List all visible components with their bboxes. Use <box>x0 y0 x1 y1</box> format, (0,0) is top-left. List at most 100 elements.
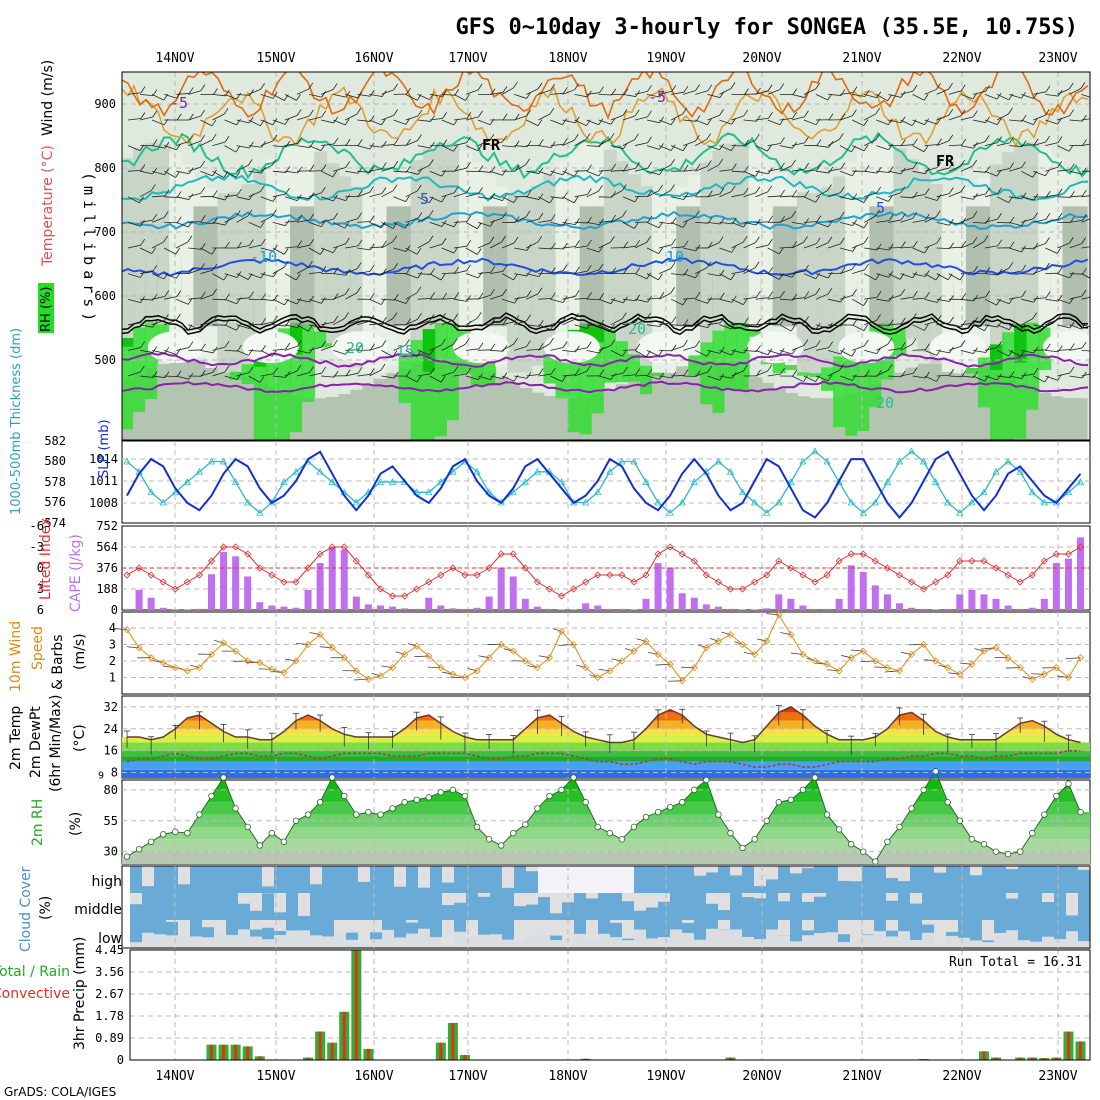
wind-barb-flag <box>997 341 1002 348</box>
wind-barb <box>791 322 805 326</box>
wind-barb-flag <box>212 288 218 296</box>
wind-barb-flag <box>1082 267 1087 275</box>
wind-marker <box>352 667 360 675</box>
wind-barb-flag <box>152 89 158 96</box>
date-label-bottom: 14NOV <box>155 1069 194 1084</box>
rh2m-marker <box>413 796 420 803</box>
wind-barb-flag <box>949 295 954 302</box>
wind-barb-flag <box>1093 274 1097 280</box>
contour-20c <box>122 131 1089 180</box>
rh-cell-grey <box>229 370 243 440</box>
wind-barb <box>1045 375 1058 381</box>
wind-barb <box>900 344 913 351</box>
wind-barb-flag <box>598 118 604 125</box>
wind-barb <box>1081 324 1090 328</box>
thickness-marker <box>859 508 867 516</box>
thickness-marker <box>968 498 976 506</box>
wind-barb-flag <box>840 237 845 245</box>
cloud-cell-clear <box>814 893 826 897</box>
rh2m-marker <box>401 799 408 806</box>
wind-barb-flag <box>140 112 146 119</box>
cloud-cell-clear <box>526 893 538 905</box>
wind-barb-flag <box>634 133 639 140</box>
wind-barb <box>936 322 950 326</box>
wind10m-label: 10m Wind <box>8 621 24 692</box>
wind-barb-flag <box>1033 138 1039 145</box>
wind-barb <box>876 273 889 278</box>
wind-barb <box>803 293 817 300</box>
wind-barb-flag <box>731 185 736 192</box>
bottom-date-axis: 14NOV 15NOV 16NOV 17NOV 18NOV 19NOV 20NOV 21NOV… <box>155 1069 1077 1084</box>
wind-barb-flag <box>609 133 615 140</box>
wind-barb-flag <box>646 236 651 243</box>
wind-barb-flag <box>502 344 508 352</box>
wind-barb <box>308 372 322 377</box>
wind10-barb <box>319 646 333 649</box>
wind-barb-flag <box>393 109 398 116</box>
wind-barb <box>960 375 974 378</box>
cloud-cell-clear <box>262 866 274 887</box>
wind10-barb <box>381 665 393 668</box>
wind-barb-flag <box>563 87 568 94</box>
rh-cell-grey <box>326 396 340 440</box>
wind-barb <box>695 119 708 126</box>
rh-cell-low <box>122 158 134 339</box>
wind-barb <box>888 170 902 175</box>
cape-bar <box>425 597 433 610</box>
cape-bar <box>135 589 143 610</box>
rh2m-marker <box>232 805 239 812</box>
wind-barb <box>176 170 190 175</box>
li-marker <box>461 571 469 579</box>
thickness-marker <box>1016 467 1024 475</box>
wind-barb-flag <box>888 271 894 278</box>
wind-barb-flag <box>719 217 725 225</box>
wind-barb-flag <box>295 273 301 281</box>
wind-barb-flag <box>876 314 881 321</box>
wind-barb <box>658 268 672 274</box>
wind-barb-flag <box>333 194 338 202</box>
li-marker <box>763 571 771 579</box>
temperature-band <box>122 761 1090 770</box>
wind10-barb <box>721 631 731 635</box>
wind-marker <box>388 664 397 672</box>
cape-bar <box>244 576 252 610</box>
wind-barb <box>839 170 853 177</box>
wind-barb-flag <box>1008 323 1014 330</box>
cloud-cell-clear <box>586 920 598 942</box>
wind-barb <box>333 119 346 126</box>
wind-marker <box>1052 664 1060 672</box>
wind-barb <box>538 170 551 176</box>
wind-barb <box>1081 246 1090 249</box>
cloud-cell-clear <box>586 893 598 899</box>
rh-cell-dark <box>881 206 895 327</box>
li-marker <box>485 564 493 572</box>
wind-barb-flag <box>743 220 748 228</box>
wind-barb-flag <box>743 187 749 195</box>
wind-barb-flag <box>623 267 629 274</box>
wind-barb <box>127 322 141 326</box>
wind-barb <box>514 320 527 326</box>
wind-barb-flag <box>864 370 870 377</box>
wind-barb <box>876 324 890 326</box>
wind-barb <box>707 164 719 172</box>
wind-barb-flag <box>610 236 615 243</box>
rh2m-marker <box>956 817 964 824</box>
date-label-top: 14NOV <box>155 51 194 66</box>
wind-barb-flag <box>1056 247 1062 254</box>
date-label-bottom: 18NOV <box>548 1069 587 1084</box>
wind-barb-flag <box>961 240 967 248</box>
contour-label: 15 <box>396 342 414 360</box>
wind-barb-flag <box>936 236 942 244</box>
wind-barb <box>489 141 503 146</box>
wind-barb <box>248 323 262 326</box>
wind-barb <box>755 191 768 198</box>
rh2m-marker <box>292 817 300 824</box>
wind-barb-flag <box>911 119 917 126</box>
wind-barb <box>550 347 564 351</box>
wind-barb-flag <box>804 162 810 170</box>
wind-barb <box>646 375 660 380</box>
cloud-cell-clear <box>334 920 346 934</box>
wind-barb <box>767 168 781 172</box>
wind-barb <box>1021 350 1035 354</box>
li-marker <box>702 571 710 579</box>
